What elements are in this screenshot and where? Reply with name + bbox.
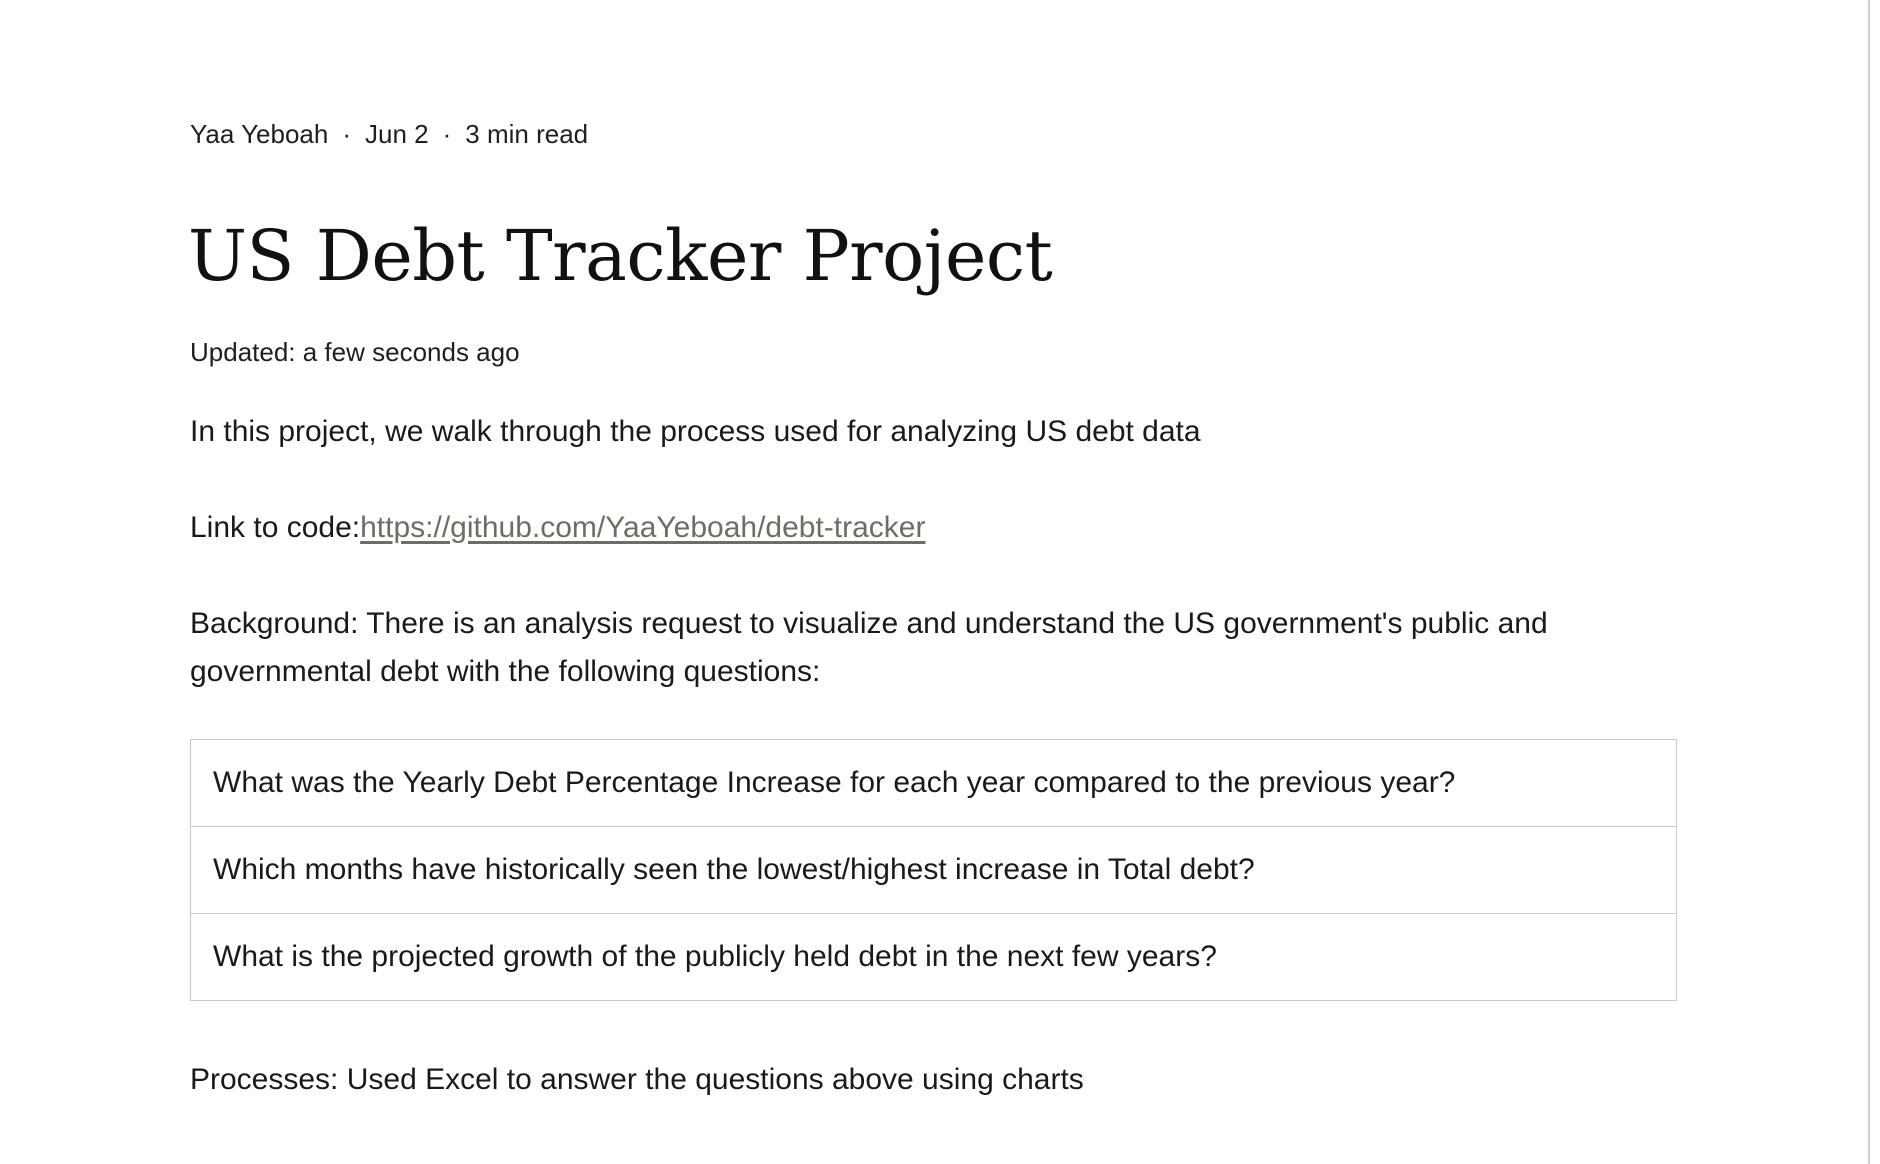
post-date: Jun 2: [365, 119, 429, 149]
background-paragraph: Background: There is an analysis request…: [190, 607, 1548, 688]
table-row: What was the Yearly Debt Percentage Incr…: [190, 739, 1677, 827]
table-row: Which months have historically seen the …: [190, 826, 1677, 914]
page-right-border: [1868, 0, 1870, 1164]
author-name[interactable]: Yaa Yeboah: [190, 119, 329, 149]
meta-separator: ·: [342, 119, 352, 149]
question-cell: What was the Yearly Debt Percentage Incr…: [190, 739, 1677, 827]
meta-separator: ·: [442, 119, 452, 149]
intro-paragraph: In this project, we walk through the pro…: [190, 415, 1201, 448]
post-title: US Debt Tracker Project: [188, 215, 1053, 297]
post-meta: Yaa Yeboah · Jun 2 · 3 min read: [190, 118, 588, 150]
question-cell: Which months have historically seen the …: [190, 826, 1677, 914]
github-link[interactable]: https://github.com/YaaYeboah/debt-tracke…: [360, 511, 926, 544]
updated-timestamp: Updated: a few seconds ago: [190, 337, 520, 367]
questions-table: What was the Yearly Debt Percentage Incr…: [190, 739, 1677, 1001]
table-row: What is the projected growth of the publ…: [190, 913, 1677, 1001]
read-time: 3 min read: [465, 119, 589, 149]
question-cell: What is the projected growth of the publ…: [190, 913, 1677, 1001]
code-link-paragraph: Link to code:https://github.com/YaaYeboa…: [190, 504, 1680, 552]
processes-paragraph: Processes: Used Excel to answer the ques…: [190, 1063, 1084, 1096]
code-link-label: Link to code:: [190, 511, 361, 544]
